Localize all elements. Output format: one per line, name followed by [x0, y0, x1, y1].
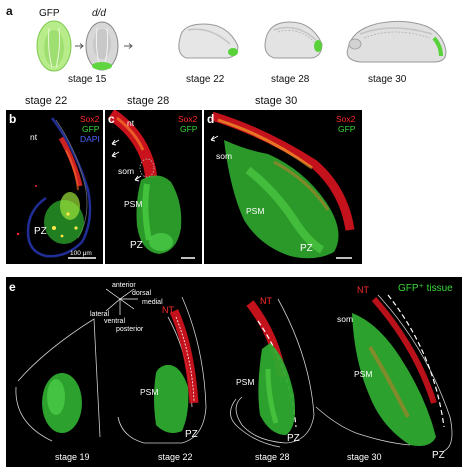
panel-a-illustrations [36, 20, 447, 72]
panel-c-pz-label: PZ [130, 240, 143, 251]
stage-label-e-28: stage 28 [255, 452, 290, 462]
panel-b-label: b [9, 112, 17, 126]
stage-label-a-15: stage 15 [68, 74, 107, 85]
axis-dorsal: dorsal [132, 290, 152, 297]
psm-label-e-30: PSM [354, 369, 373, 379]
scale-bar-label: 100 μm [70, 250, 92, 257]
pz-label-e-28: PZ [287, 433, 300, 444]
gfp-label: GFP [39, 8, 60, 19]
panel-d-pz-label: PZ [300, 243, 313, 254]
panel-c-nt-label: nt [127, 118, 135, 128]
pz-label-e-22: PZ [185, 429, 198, 440]
panel-b-image [16, 117, 96, 259]
som-label-e-30: som [337, 314, 354, 324]
legend-b-sox2: Sox2 [80, 114, 100, 124]
panel-d [204, 110, 362, 264]
stage-label-a-30: stage 30 [368, 74, 407, 85]
stage-title-b: stage 22 [25, 95, 68, 107]
panel-e [6, 277, 462, 467]
panel-c-label: c [108, 112, 115, 126]
axis-medial: medial [142, 299, 163, 306]
legend-d-gfp: GFP [338, 124, 356, 134]
panel-e-legend: GFP⁺ tissue [398, 283, 453, 294]
legend-c-gfp: GFP [180, 124, 198, 134]
panel-e-label: e [9, 280, 16, 294]
legend-c-sox2: Sox2 [178, 114, 198, 124]
nt-label-e-30: NT [357, 285, 369, 295]
stage-label-a-28: stage 28 [271, 74, 310, 85]
panel-d-image [210, 111, 355, 259]
stage22-embryo [178, 23, 239, 59]
psm-label-e-28: PSM [236, 377, 255, 387]
panel-e-image [15, 288, 453, 452]
stage-label-e-22: stage 22 [158, 452, 193, 462]
legend-b-gfp: GFP [82, 124, 100, 134]
stage28-embryo [264, 21, 323, 59]
panel-c [105, 110, 202, 264]
panel-b [6, 110, 103, 264]
panel-c-som-label: som [118, 166, 135, 176]
legend-d-sox2: Sox2 [336, 114, 356, 124]
panel-b-pz-label: PZ [34, 226, 47, 237]
stage-label-a-22: stage 22 [186, 74, 225, 85]
panel-c-psm-label: PSM [124, 199, 143, 209]
axis-anterior: anterior [112, 282, 136, 289]
panel-a-label: a [6, 4, 13, 18]
stage-label-e-19: stage 19 [55, 452, 90, 462]
pz-label-e-30: PZ [432, 450, 445, 461]
axis-ventral: ventral [104, 318, 126, 325]
stage-label-e-30: stage 30 [347, 452, 382, 462]
legend-b-dapi: DAPI [80, 134, 100, 144]
axis-lateral: lateral [90, 311, 110, 318]
dd-label: d/d [92, 8, 106, 19]
stage-title-c: stage 28 [127, 95, 170, 107]
panel-d-psm-label: PSM [246, 206, 265, 216]
panel-d-label: d [207, 112, 215, 126]
nt-label-e-22: NT [162, 305, 174, 315]
psm-label-e-22: PSM [140, 387, 159, 397]
nt-label-e-28: NT [260, 296, 272, 306]
panel-d-som-label: som [216, 151, 233, 161]
arrow-icon [75, 43, 84, 49]
axis-posterior: posterior [116, 326, 144, 333]
panel-b-nt-label: nt [30, 132, 38, 142]
stage-title-d: stage 30 [255, 95, 298, 107]
panel-c-image [107, 110, 195, 259]
orientation-axes [105, 288, 138, 315]
